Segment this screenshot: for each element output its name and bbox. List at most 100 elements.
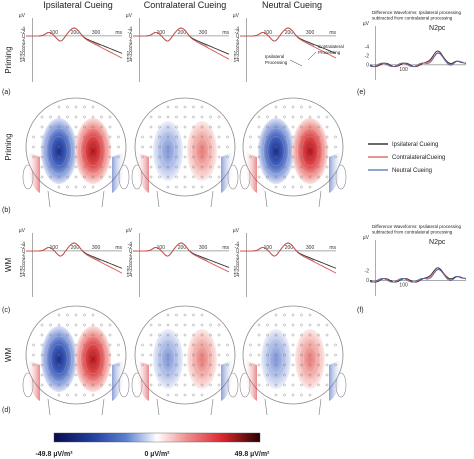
head-electrode xyxy=(183,145,187,149)
head-electrode xyxy=(283,393,286,397)
head-electrode xyxy=(100,323,103,327)
head-electrode xyxy=(274,333,278,337)
waveform-ytick: 8 xyxy=(236,263,239,269)
head-electrode xyxy=(291,125,295,129)
head-electrode xyxy=(100,125,103,129)
head-electrode xyxy=(108,383,112,387)
head-electrode xyxy=(175,115,178,119)
difference-line-neutral-cueing xyxy=(369,52,467,68)
head-electrode xyxy=(308,353,312,357)
head-electrode xyxy=(74,165,78,169)
head-electrode xyxy=(209,343,212,347)
head-electrode xyxy=(141,155,144,159)
head-electrode xyxy=(192,115,195,119)
head-electrode xyxy=(291,353,295,357)
head-electrode xyxy=(217,353,221,357)
head-electrode xyxy=(257,333,261,337)
head-electrode xyxy=(217,373,221,377)
head-electrode xyxy=(209,145,212,149)
head-electrode xyxy=(192,363,195,367)
head-electrode xyxy=(200,353,204,357)
head-electrode xyxy=(149,125,153,129)
head-electrode xyxy=(192,145,195,149)
head-electrode xyxy=(74,115,78,119)
head-red-region xyxy=(187,329,217,389)
head-electrode xyxy=(57,165,61,169)
head-electrode xyxy=(117,353,120,357)
head-electrode xyxy=(325,155,329,159)
head-electrode xyxy=(108,343,112,347)
panel-label-b: (b) xyxy=(2,207,11,214)
waveform-xtick: 300 xyxy=(306,30,315,36)
head-electrode xyxy=(166,333,170,337)
colorbar-mid-label: 0 µV/m² xyxy=(144,451,170,458)
head-electrode xyxy=(175,145,178,149)
head-electrode xyxy=(325,125,329,129)
waveform-xtick: 300 xyxy=(92,245,101,251)
row-label-wm-maps: WM xyxy=(4,348,13,363)
head-electrode xyxy=(300,155,303,159)
head-electrode xyxy=(217,383,221,387)
head-electrode xyxy=(175,135,178,139)
head-electrode xyxy=(217,363,221,367)
waveform-xunit: ms xyxy=(222,245,229,251)
head-electrode xyxy=(91,313,95,317)
head-electrode xyxy=(283,363,286,367)
head-electrode xyxy=(300,145,303,149)
head-electrode xyxy=(192,105,195,109)
waveform-difference-area xyxy=(78,31,101,48)
head-electrode xyxy=(49,145,52,149)
head-electrode xyxy=(100,353,103,357)
head-map-priming-ipsilateral xyxy=(22,97,130,208)
head-electrode xyxy=(308,373,312,377)
waveform-ytick: 14 xyxy=(19,58,25,64)
difference-unit: µV xyxy=(363,21,370,27)
head-electrode xyxy=(300,175,303,179)
head-electrode xyxy=(49,363,52,367)
head-blue-contour xyxy=(269,345,283,373)
head-electrode xyxy=(308,145,312,149)
head-electrode xyxy=(175,165,178,169)
head-electrode xyxy=(149,343,153,347)
panel-label-e: (e) xyxy=(357,89,366,96)
head-electrode xyxy=(166,115,170,119)
annotation-arrow-contra xyxy=(307,51,317,61)
head-electrode xyxy=(100,383,103,387)
head-electrode xyxy=(158,323,161,327)
waveform-ytick: -2 xyxy=(128,245,133,251)
head-electrode xyxy=(40,353,44,357)
head-electrode xyxy=(108,373,112,377)
head-electrode xyxy=(100,175,103,179)
head-electrode xyxy=(300,373,303,377)
difference-title-line: subtracted from contralateral processing xyxy=(372,16,453,21)
head-electrode xyxy=(158,145,161,149)
head-electrode xyxy=(40,125,44,129)
head-electrode xyxy=(217,135,221,139)
panel-label-f: (f) xyxy=(357,307,364,314)
head-edge-right xyxy=(329,151,343,193)
waveform-ytick: 10 xyxy=(19,266,25,272)
head-electrode xyxy=(317,135,320,139)
difference-title-line: Difference Waveforms: Ipsilateral proces… xyxy=(372,224,462,229)
waveform-xtick: 200 xyxy=(71,245,80,251)
head-electrode xyxy=(200,175,204,179)
head-electrode xyxy=(91,125,95,129)
head-electrode xyxy=(317,155,320,159)
difference-ytick: 0 xyxy=(366,278,369,284)
head-electrode xyxy=(291,363,295,367)
waveform-unit: µV xyxy=(233,228,240,234)
waveform-ytick: -4 xyxy=(128,241,133,247)
head-electrode xyxy=(217,155,221,159)
head-electrode xyxy=(66,353,69,357)
annotation-ipsilateral-line1: Ipsilateral xyxy=(265,54,284,59)
head-electrode xyxy=(57,353,61,357)
head-electrode xyxy=(209,125,212,129)
difference-panel-wm: Difference Waveforms: Ipsilateral proces… xyxy=(363,224,467,296)
head-electrode xyxy=(308,185,312,189)
head-electrode xyxy=(183,343,187,347)
waveform-ytick: 8 xyxy=(22,263,25,269)
head-electrode xyxy=(57,155,61,159)
